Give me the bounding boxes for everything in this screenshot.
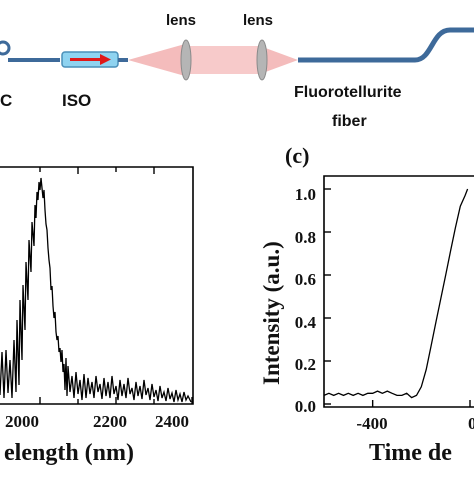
beam — [128, 44, 185, 76]
autocorrelation-panel: (c) 0.0 0.2 0.4 0.6 0.8 1.0 -400 0 Inten… — [259, 143, 474, 466]
fiber-coupler-loop — [0, 40, 11, 56]
autocorr-xticks — [371, 400, 471, 407]
schematic: C ISO lens lens Fluorotellurite fiber — [0, 12, 474, 130]
autocorr-ytick-0: 0.0 — [295, 397, 316, 416]
autocorr-ytick-4: 0.8 — [295, 228, 316, 247]
label-isolator: ISO — [62, 91, 91, 110]
spectrum-xtick-2200: 2200 — [93, 412, 127, 431]
lens-2 — [256, 39, 268, 81]
spectrum-xtick-2000: 2000 — [5, 412, 39, 431]
spectrum-bottom-ticks — [39, 397, 193, 404]
autocorr-ytick-2: 0.4 — [295, 313, 317, 332]
label-lens-1: lens — [166, 12, 196, 29]
autocorr-trace — [323, 188, 469, 399]
lens-1 — [180, 39, 192, 81]
autocorr-frame — [323, 175, 474, 408]
autocorr-ylabel: Intensity (a.u.) — [259, 241, 284, 385]
spectrum-xtick-2400: 2400 — [155, 412, 189, 431]
label-fiber-line1: Fluorotellurite — [294, 84, 402, 101]
beam-collimated — [185, 46, 260, 74]
spectrum-trace — [0, 177, 192, 403]
isolator-arrow-head — [100, 54, 111, 65]
beam-focus — [260, 46, 298, 74]
label-fiber-line2: fiber — [332, 113, 367, 130]
spectrum-panel: 2000 2200 2400 elength (nm) — [0, 166, 194, 466]
autocorr-xtick-0: 0 — [468, 414, 474, 433]
fluorotellurite-fiber — [298, 27, 474, 63]
autocorr-yticks — [324, 188, 331, 405]
panel-label-c: (c) — [285, 143, 309, 168]
autocorr-ytick-1: 0.2 — [295, 355, 316, 374]
autocorr-xtick-neg400: -400 — [356, 414, 387, 433]
label-lens-2: lens — [243, 12, 273, 29]
autocorr-ytick-5: 1.0 — [295, 185, 316, 204]
spectrum-xlabel: elength (nm) — [4, 440, 134, 466]
spectrum-top-ticks — [39, 167, 155, 174]
autocorr-ytick-3: 0.6 — [295, 270, 316, 289]
autocorr-xlabel: Time de — [369, 440, 452, 466]
label-left-cut: C — [0, 91, 12, 110]
spectrum-frame — [0, 166, 194, 405]
